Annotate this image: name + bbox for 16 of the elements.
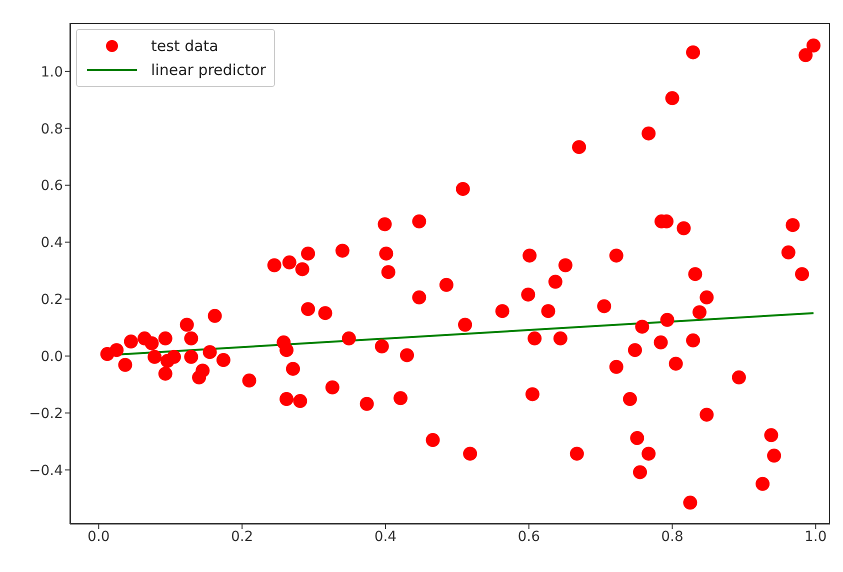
y-tick-label: 0.8 [40,121,63,138]
x-tick-label: 0.2 [230,528,254,545]
x-tick-label: 1.0 [804,528,827,545]
y-tick-label: 0.0 [40,349,63,366]
y-tick-label: 0.4 [40,235,64,252]
x-tick-label: 0.4 [374,528,397,545]
legend-label: linear predictor [151,61,266,79]
y-tick-label: 0.6 [40,178,64,194]
y-tick-label: 0.2 [40,292,63,308]
y-tick-label: −0.4 [29,462,64,479]
y-tick-label: −0.2 [29,406,63,422]
legend-label: test data [151,37,218,55]
x-tick-label: 0.0 [88,528,110,545]
x-tick-label: 0.8 [661,528,684,545]
y-tick-label: 1.0 [40,64,63,80]
x-tick-label: 0.6 [518,528,540,545]
